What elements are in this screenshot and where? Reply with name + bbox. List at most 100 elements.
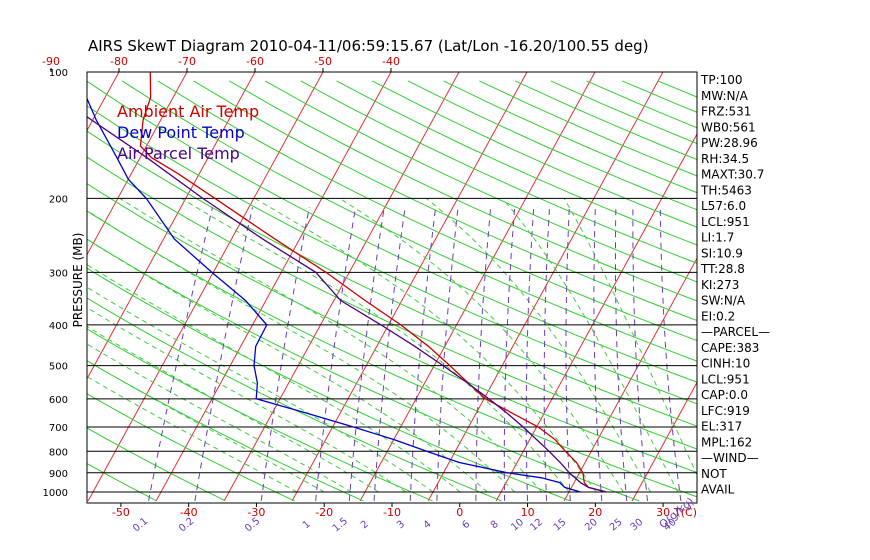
bottom-axis-tick-label: -40 [180,506,198,519]
mixing-ratio-label: 15 [552,517,569,534]
mixing-ratio-label: 6 [460,519,472,532]
dry-adiabat-line [479,80,697,177]
isotherm-line [631,381,697,502]
mixing-ratio-line [148,207,213,501]
pressure-label: 600 [49,395,68,406]
bottom-axis-tick-label: 20 [588,506,602,519]
pressure-label: 1000 [43,488,68,499]
mixing-ratio-label: 3 [395,519,407,532]
mixing-ratio-line [659,207,682,501]
dry-adiabat-line [193,80,697,322]
isotherm-line [87,72,120,132]
index-entry: WB0:561 [701,120,756,134]
mixing-ratio-line [409,207,437,501]
mixing-ratio-line [260,207,310,501]
dry-adiabat-line [514,80,697,161]
index-entry: FRZ:531 [701,105,751,119]
legend: Ambient Air Temp Dew Point Temp Air Parc… [117,102,259,163]
dry-adiabat-line [229,80,697,302]
top-axis-tick-label: -70 [178,55,196,68]
mixing-ratio-line [436,207,459,501]
dry-adiabat-line [87,105,697,405]
pressure-label: 800 [49,447,68,458]
top-axis-tick-label: -80 [110,55,128,68]
chart-title: AIRS SkewT Diagram 2010-04-11/06:59:15.6… [88,37,649,55]
pressure-label: 100 [49,68,68,79]
mixing-ratio-line [194,207,253,501]
isotherm-line [0,63,56,501]
top-axis-tick-label: -50 [314,55,332,68]
moist-adiabat-line [181,197,570,493]
pressure-label: 900 [49,469,68,480]
mixing-ratio-line [632,207,648,501]
index-entry: —WIND— [701,451,759,465]
isotherm-line [87,72,256,380]
dry-adiabat-line [87,462,157,502]
index-entry: TT:28.8 [700,262,745,276]
index-entry: L57:6.0 [701,199,746,213]
moist-adiabat-line [563,198,697,476]
pressure-label: 400 [49,321,68,332]
parcel-temp-line [87,116,607,493]
index-entry: LCL:951 [701,215,750,229]
isotherm-line [768,63,870,501]
index-entry: PW:28.96 [701,136,758,150]
top-axis-tick-label: -60 [246,55,264,68]
mixing-ratio-label: 12 [528,517,545,534]
index-entry: MW:N/A [701,89,749,103]
legend-dewpoint: Dew Point Temp [117,123,245,142]
isotherm-line [359,72,596,502]
top-axis-ticks: -120-110-100-90-80-70-60-50-40 [42,55,400,72]
moist-adiabat-line [87,286,434,493]
isotherm-line [563,257,697,502]
ambient-temp-line [139,72,607,493]
mixing-ratio-label: 1.5 [331,516,350,535]
isobar-lines [87,197,697,493]
index-entry: MPL:162 [701,435,752,449]
mixing-ratio-label: 2 [359,519,371,532]
bottom-unit-label: T(C) [673,506,697,519]
isotherm-line [87,72,188,256]
moist-adiabat-line [87,375,298,493]
isotherm-line [427,72,664,502]
mixing-ratio-label: 20 [583,517,600,534]
isotherm-line [495,133,697,502]
dry-adiabat-line [87,238,640,502]
index-entry: LI:1.7 [701,231,734,245]
index-entry: MAXT:30.7 [701,168,764,182]
pressure-labels: 100 200 300 400 500 600 700 800 900 1000 [43,68,68,499]
mixing-ratio-label: 1 [301,519,313,532]
pressure-label: 300 [49,268,68,279]
dry-adiabat-line [121,80,697,362]
dry-adiabat-line [443,80,697,194]
index-entry: AVAIL [701,483,735,497]
bottom-axis-tick-label: -20 [315,506,333,519]
bottom-axis-ticks: -50 -40 -30 -20 -10 0 10 20 30 [112,503,670,519]
index-entry: LFC:919 [701,404,750,418]
index-entry: TP:100 [700,73,743,87]
dry-adiabat-line [87,183,697,474]
index-entry: CAP:0.0 [701,388,748,402]
pressure-label: 500 [49,362,68,373]
top-axis-tick-label: -40 [382,55,400,68]
dewpoint-temp-line [87,96,581,493]
mixing-ratio-line [475,207,492,501]
mixing-ratio-label: 4 [422,519,434,532]
dry-adiabat-line [87,297,502,502]
index-entry: CAPE:383 [701,341,759,355]
legend-ambient: Ambient Air Temp [117,102,259,121]
mixing-ratio-line [503,207,516,501]
dry-adiabat-line [87,267,571,502]
dry-adiabat-line [0,81,19,501]
isotherm-line [155,72,392,502]
index-entry: CINH:10 [701,357,750,371]
bottom-axis-tick-label: 10 [521,506,535,519]
mixing-ratio-label: 8 [489,519,501,532]
index-entry: LCL:951 [701,372,750,386]
profile-series [87,72,607,493]
index-entry: —PARCEL— [701,325,770,339]
dry-adiabat-line [87,130,697,427]
mixing-ratio-line [615,207,628,501]
index-entry: SI:10.9 [701,246,743,260]
